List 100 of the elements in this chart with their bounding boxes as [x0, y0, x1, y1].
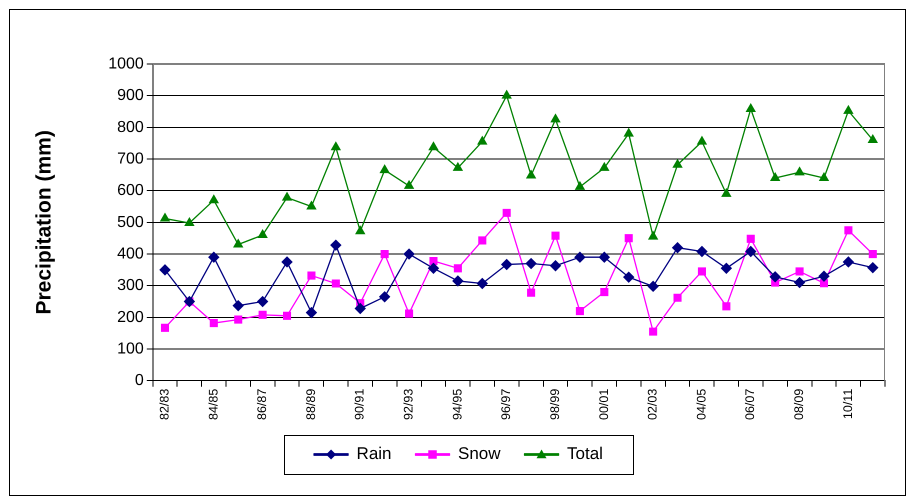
legend-label: Rain [356, 444, 392, 464]
y-tick-label: 500 [117, 214, 144, 231]
point [502, 90, 512, 99]
point [526, 258, 537, 270]
point [819, 172, 829, 182]
point [770, 271, 781, 282]
point [354, 303, 366, 314]
point [355, 226, 366, 234]
point [160, 213, 170, 222]
point [208, 194, 219, 204]
point [844, 226, 852, 234]
point [477, 136, 488, 145]
legend-label: Total [567, 444, 603, 464]
point [550, 260, 562, 272]
point [698, 267, 706, 276]
point [794, 166, 804, 176]
point [794, 277, 806, 288]
y-tick-label: 800 [117, 118, 144, 136]
point [160, 324, 170, 332]
point [722, 302, 730, 310]
point [210, 319, 218, 328]
point [624, 234, 633, 242]
point [258, 230, 268, 238]
point [429, 256, 438, 266]
point [746, 103, 756, 112]
point [330, 240, 342, 251]
point [306, 201, 316, 210]
point [332, 279, 340, 288]
point [405, 310, 414, 318]
point [672, 242, 684, 254]
point [159, 264, 170, 276]
x-tick-label: 06/07 [743, 388, 758, 420]
point [697, 136, 707, 145]
point [868, 250, 877, 258]
point [526, 170, 536, 178]
x-tick-label: 94/95 [450, 388, 464, 420]
point [623, 272, 634, 283]
x-tick-label: 08/09 [792, 388, 806, 420]
y-tick-label: 900 [117, 87, 144, 104]
point [379, 291, 390, 302]
y-tick-label: 300 [117, 277, 144, 294]
point [452, 275, 464, 286]
point [453, 162, 463, 171]
point [842, 256, 854, 268]
point [818, 270, 830, 282]
x-tick-label: 86/87 [255, 388, 270, 420]
point [844, 105, 854, 114]
point [624, 128, 634, 137]
y-tick-label: 1000 [108, 55, 144, 72]
point [574, 252, 586, 263]
point [599, 162, 610, 171]
point [745, 246, 756, 257]
x-tick-label: 88/89 [304, 388, 318, 420]
point [404, 248, 415, 260]
point [598, 252, 610, 263]
point [476, 278, 488, 289]
point [307, 272, 316, 280]
point [550, 114, 560, 122]
x-tick-label: 02/03 [646, 388, 660, 420]
point [258, 310, 267, 319]
x-tick-label: 92/93 [402, 388, 416, 420]
point [184, 217, 194, 226]
point [551, 232, 560, 240]
y-tick-label: 100 [117, 340, 144, 358]
y-axis-title: Precipitation (mm) [32, 130, 56, 315]
point [428, 142, 438, 150]
point [502, 208, 511, 217]
point [600, 288, 608, 296]
point [867, 262, 878, 274]
point [233, 239, 244, 248]
point [796, 267, 804, 276]
point [501, 258, 512, 270]
point [380, 164, 390, 174]
point [649, 328, 658, 336]
point [722, 188, 732, 197]
point [648, 280, 659, 292]
point [696, 246, 708, 257]
point [282, 312, 292, 320]
point [674, 294, 682, 302]
point [770, 172, 780, 182]
legend-label: Snow [458, 444, 502, 464]
point [648, 231, 658, 240]
x-tick-label: 84/85 [206, 388, 220, 420]
point [208, 252, 220, 263]
point [232, 300, 244, 312]
y-tick-label: 400 [117, 245, 144, 262]
point [404, 180, 414, 189]
x-tick-label: 82/83 [157, 388, 172, 420]
point [746, 234, 755, 243]
point [306, 307, 317, 318]
point [478, 236, 486, 244]
y-tick-label: 700 [117, 150, 144, 168]
x-tick-label: 96/97 [499, 388, 514, 420]
x-tick-label: 00/01 [596, 388, 611, 420]
point [576, 307, 584, 316]
point [257, 296, 268, 308]
point [428, 262, 439, 274]
y-tick-label: 0 [134, 372, 144, 390]
y-tick-label: 200 [117, 308, 144, 326]
point [282, 256, 293, 268]
